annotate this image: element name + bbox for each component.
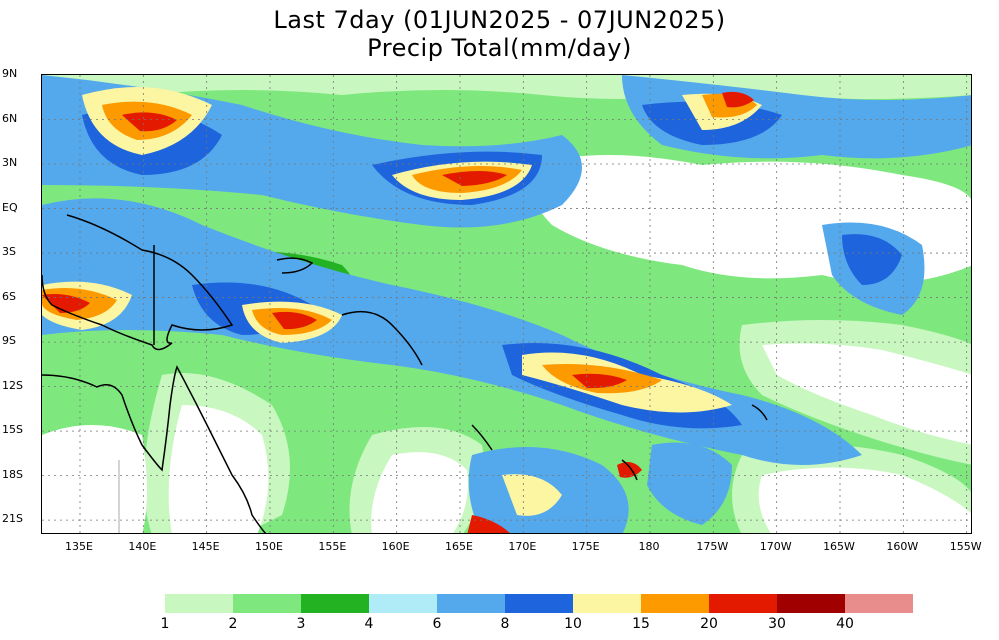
lon-tick-label: 165W [823,540,855,553]
lon-tick-label: 175E [571,540,600,553]
legend-color-swatch [709,594,777,613]
precip-map [41,74,972,534]
lat-tick-label: 9N [2,67,18,80]
coastlines [42,214,768,533]
lon-tick-label: 135E [65,540,93,553]
lon-tick-label: 160W [886,540,919,553]
legend-threshold-label: 30 [768,616,786,632]
legend-threshold-label: 6 [432,616,442,632]
lat-tick-label: 12S [2,378,23,392]
legend-color-swatch [165,594,233,613]
precip-map-canvas [42,75,971,533]
legend-color-swatch [845,594,913,613]
lon-tick-label: 140E [128,540,157,553]
legend-color-swatch [505,594,573,613]
legend-threshold-label: 1 [160,616,170,632]
lon-tick-label: 175W [696,540,729,553]
legend-threshold-label: 15 [632,616,650,632]
legend-color-swatch [437,594,505,613]
legend-color-swatch [777,594,845,613]
lon-tick-label: 180 [638,540,660,553]
lon-tick-label: 170E [508,540,537,553]
precip-field [42,75,971,533]
color-legend [165,594,913,613]
legend-threshold-label: 2 [228,616,238,632]
lon-tick-label: 155E [318,540,347,553]
lon-tick-label: 170W [759,540,792,553]
lat-tick-label: 6S [2,289,16,303]
lat-tick-label: 9S [2,334,16,348]
legend-color-swatch [573,594,641,613]
legend-threshold-label: 40 [836,616,854,632]
legend-threshold-label: 20 [700,616,718,632]
legend-color-swatch [301,594,369,613]
lat-tick-label: 6N [2,111,18,125]
legend-threshold-label: 4 [364,616,374,632]
lon-tick-label: 155W [949,540,982,553]
legend-threshold-label: 10 [564,616,582,632]
lat-tick-label: 15S [2,423,23,437]
lat-tick-label: 3S [2,245,16,259]
map-gridlines [42,75,971,533]
legend-threshold-label: 8 [500,616,510,632]
lat-tick-label: 18S [2,467,23,481]
lon-tick-label: 145E [191,540,220,553]
legend-color-swatch [369,594,437,613]
lat-tick-label: 3N [2,156,18,170]
map-title: Last 7day (01JUN2025 - 07JUN2025) [273,6,726,34]
lat-tick-label: EQ [2,200,18,214]
lon-tick-label: 160E [381,540,410,553]
legend-color-swatch [641,594,709,613]
lon-tick-label: 165E [445,540,473,553]
legend-color-swatch [233,594,301,613]
legend-threshold-label: 3 [296,616,306,632]
map-subtitle: Precip Total(mm/day) [367,34,632,62]
lat-tick-label: 21S [2,512,23,526]
lon-tick-label: 150E [255,540,283,553]
